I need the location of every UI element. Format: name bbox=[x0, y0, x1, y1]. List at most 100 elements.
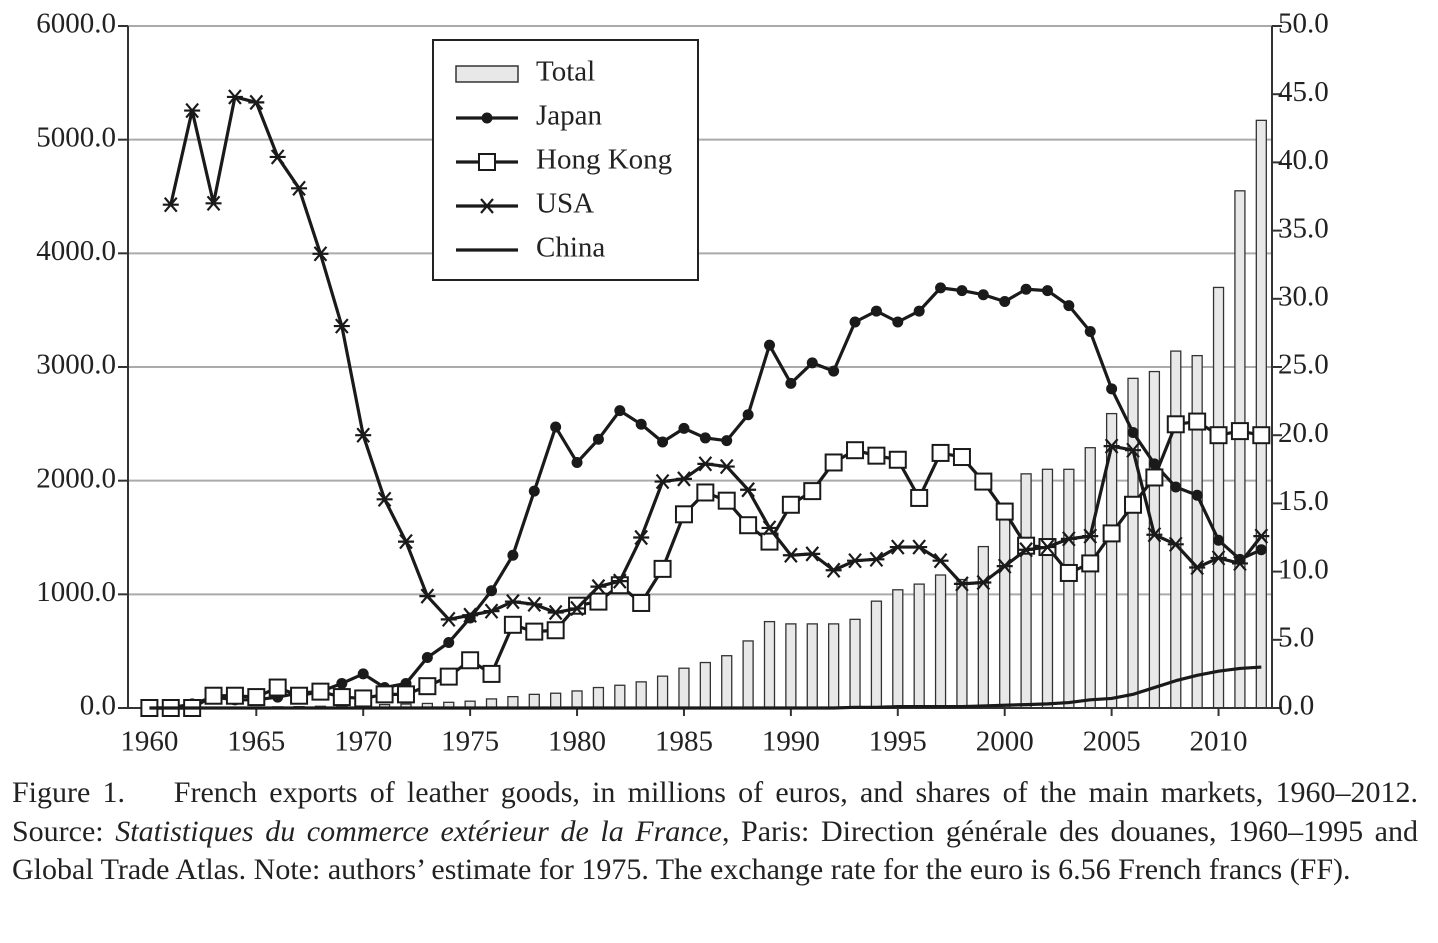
point bbox=[974, 472, 993, 491]
y2-tick-label: 20.0 bbox=[1278, 417, 1329, 449]
point bbox=[336, 677, 348, 689]
point bbox=[699, 432, 711, 444]
y-tick-label: 0.0 bbox=[80, 690, 116, 722]
x-tick-label: 1995 bbox=[869, 726, 927, 758]
point bbox=[1084, 326, 1096, 338]
point bbox=[956, 285, 968, 297]
point bbox=[913, 305, 925, 317]
line bbox=[169, 95, 1263, 621]
legend-label: China bbox=[536, 232, 605, 264]
point bbox=[357, 668, 369, 680]
point bbox=[935, 282, 947, 294]
point bbox=[653, 559, 672, 578]
point bbox=[546, 621, 565, 640]
y2-tick-label: 40.0 bbox=[1278, 144, 1329, 176]
chart: 0.0 1000.0 2000.0 3000.0 4000.0 5000.0 6000.0 0… bbox=[36, 8, 1329, 758]
point bbox=[678, 422, 690, 434]
bar bbox=[635, 681, 647, 709]
legend-label: USA bbox=[536, 188, 594, 220]
point bbox=[1146, 527, 1163, 543]
point bbox=[503, 615, 522, 634]
bar bbox=[592, 686, 605, 709]
point bbox=[718, 458, 735, 475]
y2-tick-label: 15.0 bbox=[1278, 485, 1329, 517]
point bbox=[977, 289, 989, 301]
point bbox=[739, 516, 758, 535]
x-tick-label: 2000 bbox=[976, 726, 1034, 758]
point bbox=[696, 483, 715, 502]
point bbox=[1145, 468, 1164, 487]
y-tick-label: 4000.0 bbox=[36, 235, 116, 267]
bar bbox=[550, 692, 562, 709]
point bbox=[740, 482, 757, 498]
point bbox=[528, 485, 540, 497]
point bbox=[247, 688, 266, 707]
point bbox=[806, 357, 818, 369]
bar bbox=[528, 693, 540, 709]
x-tick-label: 1975 bbox=[441, 726, 499, 758]
point bbox=[1253, 528, 1270, 544]
bar bbox=[892, 589, 904, 709]
point bbox=[911, 539, 928, 555]
point bbox=[804, 546, 821, 562]
point bbox=[632, 593, 651, 612]
x-tick-label: 1990 bbox=[762, 726, 820, 758]
bar bbox=[956, 578, 968, 709]
point bbox=[1060, 531, 1077, 547]
caption-text: French exports of leather goods, in mill… bbox=[12, 776, 1418, 848]
bar bbox=[614, 684, 626, 709]
point bbox=[888, 450, 907, 469]
point bbox=[1063, 300, 1075, 312]
point bbox=[507, 549, 519, 561]
point bbox=[611, 573, 628, 589]
y2-tick-label: 10.0 bbox=[1278, 553, 1329, 585]
point bbox=[291, 180, 308, 197]
point bbox=[824, 453, 843, 472]
point bbox=[975, 574, 992, 591]
bar bbox=[827, 623, 840, 709]
point bbox=[1039, 539, 1056, 555]
bar bbox=[1212, 286, 1225, 709]
point bbox=[1189, 559, 1206, 576]
point bbox=[1252, 426, 1271, 445]
bar bbox=[1170, 350, 1182, 709]
x-tick-label: 1965 bbox=[227, 726, 285, 758]
point bbox=[931, 443, 950, 462]
point bbox=[825, 562, 842, 578]
point bbox=[1125, 442, 1142, 458]
bar bbox=[1020, 473, 1032, 709]
y-tick-label: 6000.0 bbox=[36, 8, 116, 40]
point bbox=[803, 482, 822, 501]
legend-label: Japan bbox=[536, 100, 603, 132]
point bbox=[1188, 412, 1207, 431]
bar bbox=[1084, 447, 1096, 709]
point bbox=[675, 471, 692, 487]
legend-swatch bbox=[455, 65, 519, 83]
legend-marker bbox=[479, 198, 495, 214]
y-tick-label: 5000.0 bbox=[36, 121, 116, 153]
point bbox=[312, 246, 329, 262]
point bbox=[996, 558, 1013, 574]
point bbox=[614, 405, 626, 417]
bar bbox=[656, 675, 669, 709]
point bbox=[589, 592, 608, 611]
x-tick-label: 2010 bbox=[1190, 726, 1248, 758]
point bbox=[654, 473, 671, 490]
point bbox=[248, 94, 265, 111]
point bbox=[225, 686, 244, 705]
point bbox=[590, 578, 607, 595]
point bbox=[525, 622, 544, 641]
point bbox=[569, 600, 586, 617]
point bbox=[332, 688, 351, 707]
point bbox=[504, 593, 521, 610]
point bbox=[184, 102, 201, 119]
point bbox=[355, 427, 372, 443]
point bbox=[782, 547, 799, 563]
bar bbox=[999, 502, 1011, 709]
point bbox=[204, 686, 223, 705]
bar bbox=[507, 695, 519, 709]
point bbox=[1041, 285, 1053, 297]
point bbox=[1059, 563, 1078, 582]
y-tick-label: 3000.0 bbox=[36, 349, 116, 381]
point bbox=[763, 339, 775, 351]
